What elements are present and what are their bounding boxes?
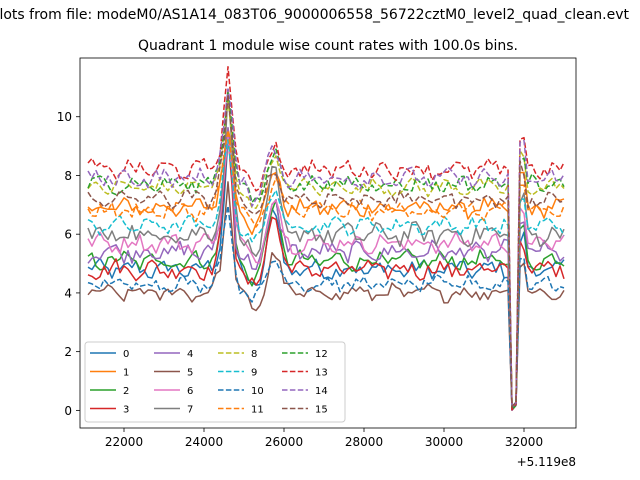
chart-title: Quadrant 1 module wise count rates with … [138,38,518,54]
legend-label-8: 8 [251,349,257,360]
series-line-0 [87,137,565,408]
x-axis-offset-label: +5.119e8 [517,455,576,469]
legend-label-2: 2 [123,386,129,397]
x-tick-label: 22000 [105,435,143,449]
y-tick-label: 2 [64,345,72,359]
series-line-6 [87,136,565,410]
series-line-7 [87,89,565,409]
series-line-4 [87,126,565,412]
x-axis: 22000 24000 26000 28000 30000 32000 [105,428,543,449]
y-tick-label: 0 [64,404,72,418]
series-line-10 [87,205,565,410]
figure-suptitle: Plots from file: modeM0/AS1A14_083T06_90… [0,7,629,23]
legend-box [84,341,346,423]
legend-label-1: 1 [123,368,129,379]
series-line-14 [87,88,565,408]
legend-label-3: 3 [123,405,129,416]
y-tick-label: 10 [57,110,72,124]
legend-label-15: 15 [315,405,328,416]
x-tick-label: 30000 [425,435,463,449]
series-line-15 [87,93,565,408]
legend-label-11: 11 [251,405,264,416]
x-tick-label: 24000 [185,435,223,449]
series-line-13 [87,66,565,411]
series-line-12 [87,88,565,411]
legend-label-0: 0 [123,349,129,360]
legend-label-14: 14 [315,386,328,397]
legend-label-4: 4 [187,349,193,360]
series-line-2 [87,130,565,411]
legend-label-5: 5 [187,368,193,379]
legend-label-12: 12 [315,349,328,360]
series-line-3 [87,133,565,411]
y-tick-label: 8 [64,169,72,183]
x-tick-label: 28000 [345,435,383,449]
legend-label-6: 6 [187,386,193,397]
legend-label-7: 7 [187,405,193,416]
x-tick-label: 26000 [265,435,303,449]
y-tick-label: 4 [64,286,72,300]
plot-frame [79,57,577,429]
legend-label-9: 9 [251,368,257,379]
y-axis: 0 2 4 6 8 10 [57,110,80,418]
legend-label-13: 13 [315,368,328,379]
series-layer [87,66,565,412]
y-tick-label: 6 [64,228,72,242]
legend-label-10: 10 [251,386,264,397]
series-line-5 [87,181,565,411]
series-line-11 [87,129,565,408]
x-tick-label: 32000 [505,435,543,449]
